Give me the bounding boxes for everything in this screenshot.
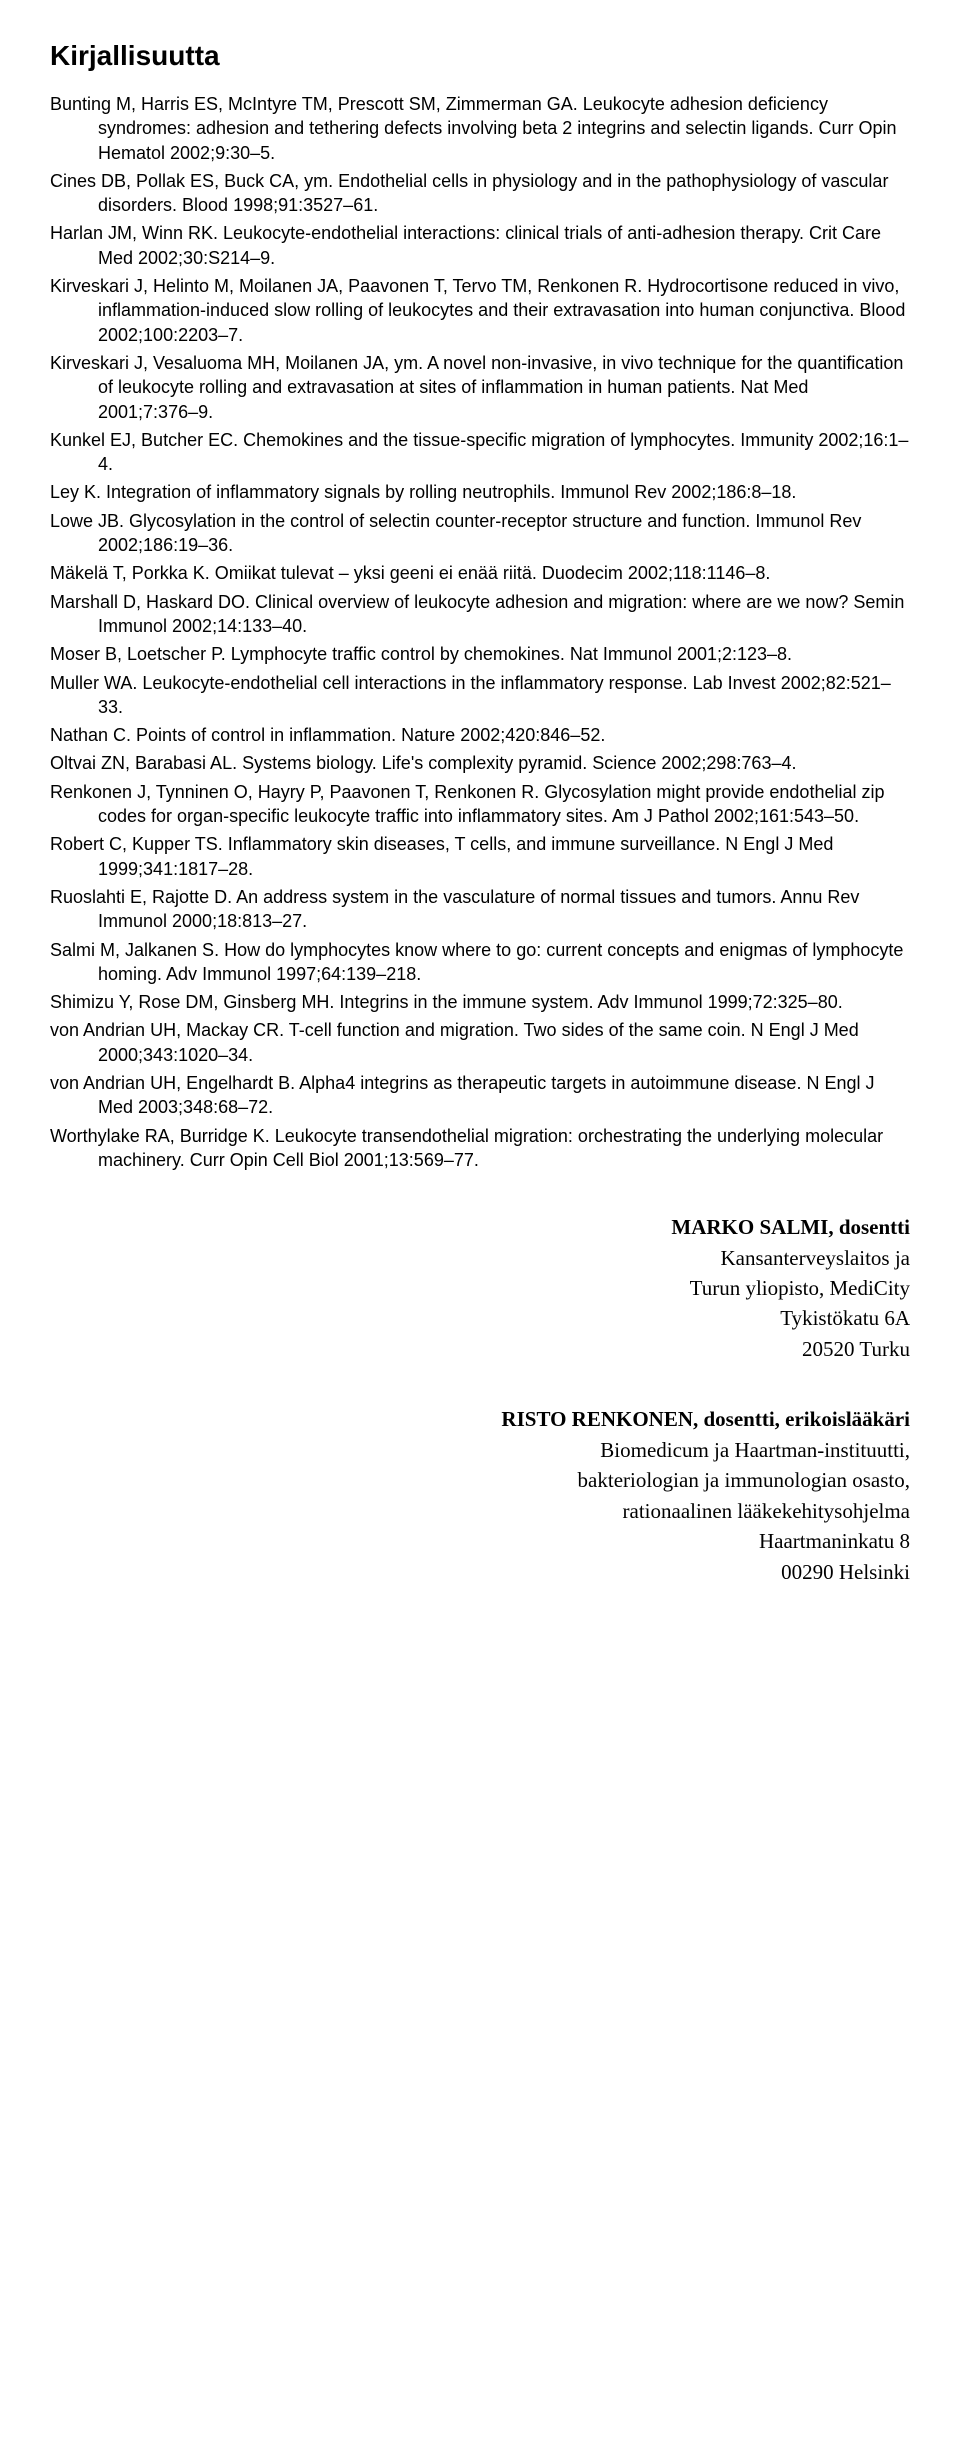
reference-item: Shimizu Y, Rose DM, Ginsberg MH. Integri…: [50, 990, 910, 1014]
author-affiliation-line: Turun yliopisto, MediCity: [50, 1273, 910, 1303]
author-affiliation-line: Haartmaninkatu 8: [50, 1526, 910, 1556]
reference-item: Lowe JB. Glycosylation in the control of…: [50, 509, 910, 558]
author-affiliation-line: 20520 Turku: [50, 1334, 910, 1364]
reference-item: Renkonen J, Tynninen O, Hayry P, Paavone…: [50, 780, 910, 829]
reference-item: Ley K. Integration of inflammatory signa…: [50, 480, 910, 504]
reference-item: Bunting M, Harris ES, McIntyre TM, Presc…: [50, 92, 910, 165]
author-affiliation-line: bakteriologian ja immunologian osasto,: [50, 1465, 910, 1495]
reference-item: Salmi M, Jalkanen S. How do lymphocytes …: [50, 938, 910, 987]
author-block: MARKO SALMI, dosenttiKansanterveyslaitos…: [50, 1212, 910, 1364]
reference-item: Moser B, Loetscher P. Lymphocyte traffic…: [50, 642, 910, 666]
reference-item: Harlan JM, Winn RK. Leukocyte-endothelia…: [50, 221, 910, 270]
reference-item: Ruoslahti E, Rajotte D. An address syste…: [50, 885, 910, 934]
reference-item: von Andrian UH, Engelhardt B. Alpha4 int…: [50, 1071, 910, 1120]
reference-item: von Andrian UH, Mackay CR. T-cell functi…: [50, 1018, 910, 1067]
reference-item: Kunkel EJ, Butcher EC. Chemokines and th…: [50, 428, 910, 477]
author-block: RISTO RENKONEN, dosentti, erikoislääkäri…: [50, 1404, 910, 1587]
reference-item: Worthylake RA, Burridge K. Leukocyte tra…: [50, 1124, 910, 1173]
reference-item: Marshall D, Haskard DO. Clinical overvie…: [50, 590, 910, 639]
reference-item: Cines DB, Pollak ES, Buck CA, ym. Endoth…: [50, 169, 910, 218]
author-affiliation-line: Biomedicum ja Haartman-instituutti,: [50, 1435, 910, 1465]
author-name: RISTO RENKONEN, dosentti, erikoislääkäri: [50, 1404, 910, 1434]
reference-item: Mäkelä T, Porkka K. Omiikat tulevat – yk…: [50, 561, 910, 585]
author-affiliation-line: rationaalinen lääkekehitysohjelma: [50, 1496, 910, 1526]
author-affiliation-line: Kansanterveyslaitos ja: [50, 1243, 910, 1273]
author-name: MARKO SALMI, dosentti: [50, 1212, 910, 1242]
reference-item: Robert C, Kupper TS. Inflammatory skin d…: [50, 832, 910, 881]
reference-item: Oltvai ZN, Barabasi AL. Systems biology.…: [50, 751, 910, 775]
author-info: MARKO SALMI, dosenttiKansanterveyslaitos…: [50, 1212, 910, 1587]
reference-item: Kirveskari J, Vesaluoma MH, Moilanen JA,…: [50, 351, 910, 424]
reference-item: Muller WA. Leukocyte-endothelial cell in…: [50, 671, 910, 720]
reference-list: Bunting M, Harris ES, McIntyre TM, Presc…: [50, 92, 910, 1172]
author-affiliation-line: 00290 Helsinki: [50, 1557, 910, 1587]
author-affiliation-line: Tykistökatu 6A: [50, 1303, 910, 1333]
reference-item: Nathan C. Points of control in inflammat…: [50, 723, 910, 747]
section-heading: Kirjallisuutta: [50, 40, 910, 72]
reference-item: Kirveskari J, Helinto M, Moilanen JA, Pa…: [50, 274, 910, 347]
